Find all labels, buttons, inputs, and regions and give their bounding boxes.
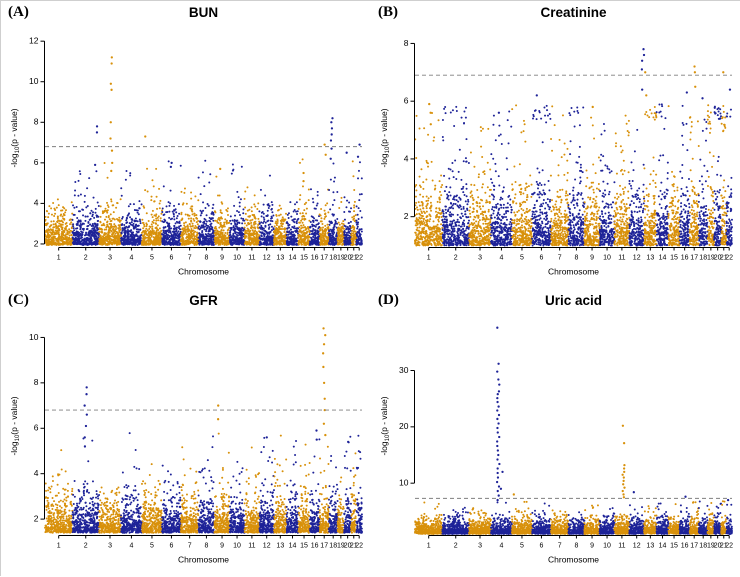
manhattan-panel-gfr: (C) GFR [1,289,371,577]
panel-letter-a: (A) [8,4,29,20]
manhattan-plot-canvas-bun [1,1,371,289]
manhattan-plot-canvas-creatinine [371,1,740,289]
manhattan-panel-bun: (A) BUN [1,1,371,289]
panel-title-gfr: GFR [189,293,218,308]
manhattan-panel-creatinine: (B) Creatinine [371,1,740,289]
panel-title-uric-acid: Uric acid [544,293,603,308]
manhattan-plot-canvas-gfr [1,289,371,577]
panel-title-creatinine: Creatinine [540,5,607,20]
panel-title-bun: BUN [188,5,219,20]
manhattan-plot-canvas-uric-acid [371,289,740,577]
manhattan-panel-uric-acid: (D) Uric acid [371,289,740,577]
panel-letter-c: (C) [8,292,29,308]
panel-letter-d: (D) [378,292,399,308]
panel-letter-b: (B) [378,4,398,20]
